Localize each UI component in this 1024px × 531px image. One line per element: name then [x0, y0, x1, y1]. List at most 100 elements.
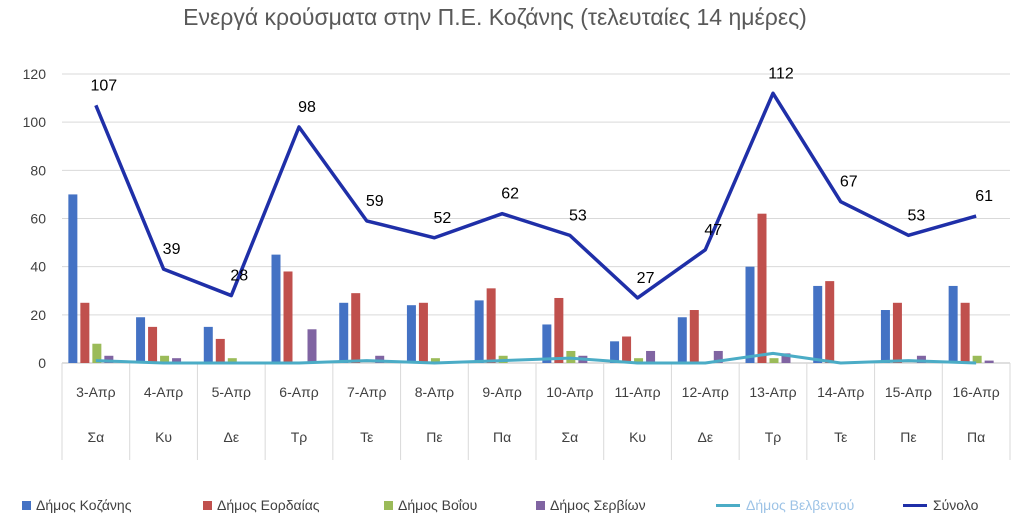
legend-label-eordaias: Δήμος Εορδαίας — [217, 497, 320, 513]
y-tick-label: 0 — [38, 355, 46, 371]
bar — [646, 350, 656, 363]
bar — [80, 302, 90, 363]
y-tick-label: 120 — [23, 66, 47, 82]
x-day-label: Πε — [900, 429, 916, 445]
data-label: 28 — [230, 268, 248, 285]
bar — [757, 213, 767, 363]
bar — [339, 302, 349, 363]
bar — [984, 360, 994, 363]
bar — [972, 355, 982, 363]
legend-swatch-servion — [536, 500, 545, 510]
chart-legend: Δήμος Κοζάνης Δήμος Εορδαίας Δήμος Βοΐου… — [0, 497, 1024, 523]
legend-label-total: Σύνολο — [933, 497, 979, 513]
data-label: 52 — [434, 210, 452, 227]
bar — [781, 353, 791, 363]
bar — [307, 329, 317, 363]
legend-label-voiou: Δήμος Βοΐου — [398, 497, 478, 513]
bar — [689, 310, 699, 363]
bar — [813, 285, 823, 363]
bar — [610, 341, 620, 363]
x-day-label: Κυ — [629, 429, 646, 445]
velventou-line — [95, 351, 977, 365]
x-tick-label: 16-Απρ — [953, 384, 1000, 400]
x-day-label: Κυ — [155, 429, 172, 445]
data-label: 53 — [569, 207, 587, 224]
x-day-label: Σα — [561, 429, 578, 445]
bar — [892, 302, 902, 363]
bar — [622, 336, 632, 363]
data-label: 61 — [975, 188, 993, 205]
bar — [92, 343, 102, 363]
legend-item-servion: Δήμος Σερβίων — [536, 497, 646, 513]
bar — [227, 358, 237, 363]
bar — [104, 355, 114, 363]
bar — [172, 358, 182, 363]
legend-label-velventou: Δήμος Βελβεντού — [746, 497, 855, 513]
x-tick-label: 14-Απρ — [817, 384, 864, 400]
x-tick-label: 4-Απρ — [144, 384, 183, 400]
x-day-label: Σα — [87, 429, 104, 445]
legend-item-velventou: Δήμος Βελβεντού — [716, 497, 854, 513]
x-tick-label: 11-Απρ — [614, 384, 660, 400]
legend-swatch-total — [903, 503, 927, 507]
data-label: 59 — [366, 193, 384, 210]
x-tick-label: 12-Απρ — [682, 384, 729, 400]
bar — [418, 302, 428, 363]
bar — [745, 266, 755, 363]
x-day-label: Τρ — [291, 429, 308, 445]
x-day-label: Δε — [223, 429, 239, 445]
bar — [375, 355, 385, 363]
x-tick-label: 9-Απρ — [482, 384, 521, 400]
x-tick-label: 15-Απρ — [885, 384, 932, 400]
x-day-label: Πα — [493, 429, 511, 445]
data-label: 27 — [637, 270, 655, 287]
x-day-label: Τε — [834, 429, 847, 445]
bar — [68, 194, 78, 363]
x-day-label: Δε — [697, 429, 713, 445]
x-tick-label: 3-Απρ — [76, 384, 115, 400]
legend-swatch-voiou — [384, 500, 393, 510]
bar — [713, 350, 723, 363]
bar — [351, 293, 361, 363]
bar — [542, 324, 552, 363]
y-tick-label: 20 — [30, 307, 46, 323]
data-label: 62 — [501, 186, 519, 203]
legend-item-total: Σύνολο — [903, 497, 978, 513]
x-tick-label: 5-Απρ — [212, 384, 251, 400]
y-tick-label: 40 — [30, 259, 46, 275]
y-tick-label: 60 — [30, 211, 46, 227]
chart-title: Ενεργά κρούσματα στην Π.Ε. Κοζάνης (τελε… — [183, 4, 807, 30]
data-label: 112 — [768, 65, 794, 82]
bar — [634, 358, 644, 363]
bar — [948, 285, 958, 363]
legend-item-voiou: Δήμος Βοΐου — [384, 497, 477, 513]
x-tick-label: 6-Απρ — [279, 384, 318, 400]
bar — [960, 302, 970, 363]
legend-item-eordaias: Δήμος Εορδαίας — [203, 497, 320, 513]
bar — [916, 355, 926, 363]
total-line — [94, 91, 977, 300]
bar — [677, 317, 687, 363]
bar — [474, 300, 484, 363]
data-label: 67 — [840, 174, 858, 191]
bar — [486, 288, 496, 363]
bar — [160, 355, 170, 363]
bar — [136, 317, 146, 363]
bar — [406, 305, 416, 363]
data-label: 39 — [163, 241, 181, 258]
bar — [769, 358, 779, 363]
x-day-label: Τε — [360, 429, 373, 445]
legend-item-kozanis: Δήμος Κοζάνης — [22, 497, 131, 513]
bar — [430, 358, 440, 363]
bar — [203, 326, 213, 363]
legend-swatch-velventou — [716, 503, 740, 507]
legend-label-servion: Δήμος Σερβίων — [550, 497, 646, 513]
bar — [215, 338, 225, 363]
bar — [880, 310, 890, 363]
x-day-label: Πε — [426, 429, 442, 445]
x-tick-label: 8-Απρ — [415, 384, 454, 400]
y-tick-label: 100 — [23, 114, 47, 130]
x-day-label: Πα — [967, 429, 985, 445]
data-label: 98 — [298, 99, 316, 116]
bar — [271, 254, 281, 363]
